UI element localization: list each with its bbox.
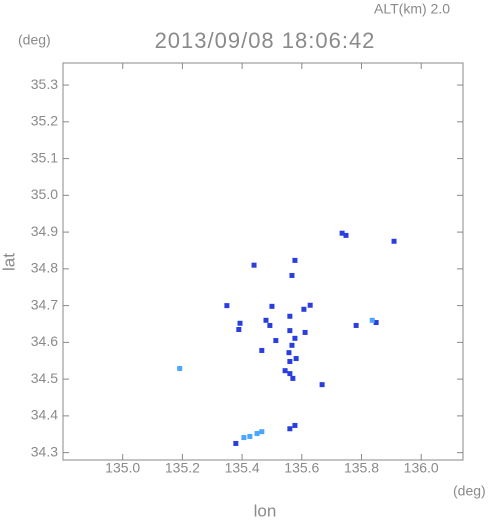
x-tick-label: 135.8 bbox=[344, 460, 379, 476]
x-unit: (deg) bbox=[453, 483, 486, 499]
echo-point bbox=[339, 230, 345, 236]
echo-point bbox=[302, 329, 308, 335]
y-tick-label: 35.1 bbox=[31, 149, 58, 165]
echo-point bbox=[353, 322, 359, 328]
chart-title: 2013/09/08 18:06:42 bbox=[155, 28, 376, 53]
echo-point bbox=[282, 368, 288, 374]
echo-point bbox=[301, 306, 307, 312]
y-tick-label: 34.7 bbox=[31, 296, 58, 312]
altitude: ALT(km) 2.0 bbox=[374, 1, 450, 17]
echo-point bbox=[290, 375, 296, 381]
echo-point bbox=[369, 317, 375, 323]
echo-point bbox=[307, 302, 313, 308]
echo-point bbox=[259, 429, 265, 435]
x-tick-label: 136.0 bbox=[404, 460, 439, 476]
echo-point bbox=[289, 342, 295, 348]
y-tick-label: 34.5 bbox=[31, 370, 58, 386]
echo-point bbox=[373, 320, 379, 326]
echo-point bbox=[292, 257, 298, 263]
echo-point bbox=[233, 440, 239, 446]
echo-point bbox=[267, 322, 273, 328]
x-tick-label: 135.0 bbox=[105, 460, 140, 476]
x-axis-label: lon bbox=[254, 501, 277, 520]
echo-point bbox=[287, 426, 293, 432]
y-tick-label: 34.3 bbox=[31, 443, 58, 459]
echo-point bbox=[254, 431, 260, 437]
echo-point bbox=[287, 371, 293, 377]
echo-point bbox=[293, 356, 299, 362]
y-tick-label: 34.8 bbox=[31, 260, 58, 276]
y-tick-label: 34.9 bbox=[31, 223, 58, 239]
y-axis-label: lat bbox=[0, 253, 18, 271]
y-unit: (deg) bbox=[18, 32, 51, 48]
echo-point bbox=[177, 365, 183, 371]
y-tick-label: 35.0 bbox=[31, 186, 58, 202]
echo-point bbox=[343, 232, 349, 238]
y-tick-label: 34.4 bbox=[31, 407, 58, 423]
echo-point bbox=[286, 350, 292, 356]
echo-point bbox=[287, 313, 293, 319]
echo-point bbox=[273, 338, 279, 344]
echo-point bbox=[237, 320, 243, 326]
y-tick-label: 34.6 bbox=[31, 333, 58, 349]
echo-point bbox=[319, 382, 325, 388]
plot-frame bbox=[62, 62, 464, 461]
echo-point bbox=[236, 327, 242, 333]
echo-point bbox=[287, 358, 293, 364]
y-tick-label: 35.3 bbox=[31, 76, 58, 92]
echo-point bbox=[247, 433, 253, 439]
echo-point bbox=[224, 303, 230, 309]
echo-point bbox=[289, 272, 295, 278]
echo-point bbox=[292, 335, 298, 341]
echo-point bbox=[391, 238, 397, 244]
echo-point bbox=[241, 435, 247, 441]
x-tick-label: 135.2 bbox=[165, 460, 200, 476]
x-tick-label: 135.6 bbox=[284, 460, 319, 476]
echo-point bbox=[287, 328, 293, 334]
echo-point bbox=[251, 262, 257, 268]
y-tick-label: 35.2 bbox=[31, 113, 58, 129]
echo-point bbox=[269, 303, 275, 309]
echo-point bbox=[263, 317, 269, 323]
echo-point bbox=[259, 347, 265, 353]
x-tick-label: 135.4 bbox=[225, 460, 260, 476]
echo-point bbox=[292, 422, 298, 428]
